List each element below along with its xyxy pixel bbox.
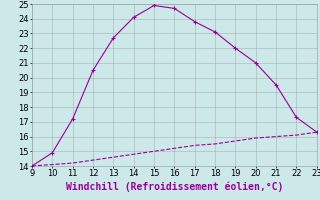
X-axis label: Windchill (Refroidissement éolien,°C): Windchill (Refroidissement éolien,°C) [66,181,283,192]
